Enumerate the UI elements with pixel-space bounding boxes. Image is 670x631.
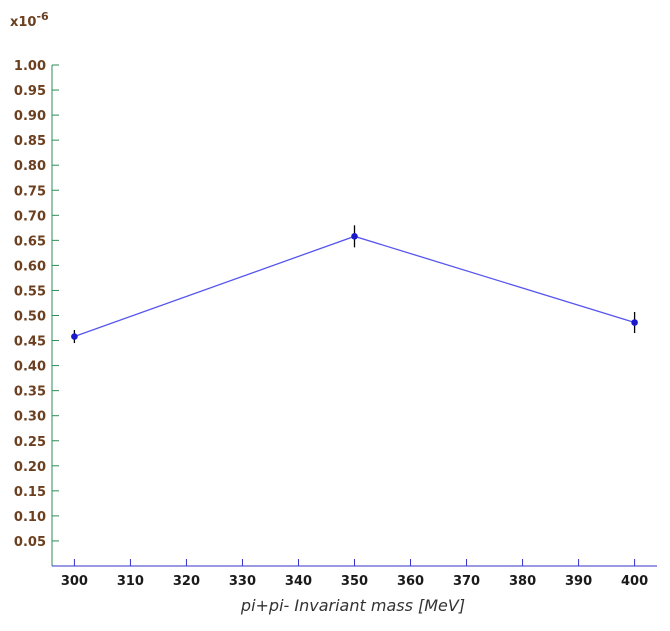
y-tick-label: 0.95 bbox=[14, 84, 46, 99]
y-tick-label: 0.70 bbox=[14, 209, 46, 224]
y-tick-label: 0.20 bbox=[14, 460, 46, 475]
data-point bbox=[631, 319, 638, 326]
y-tick-label: 0.50 bbox=[14, 310, 46, 325]
y-tick-label: 0.85 bbox=[14, 134, 46, 149]
y-tick-label: 0.60 bbox=[14, 259, 46, 274]
y-tick-label: 0.35 bbox=[14, 385, 46, 400]
y-tick-label: 0.75 bbox=[14, 184, 46, 199]
y-tick-label: 1.00 bbox=[14, 59, 46, 74]
x-tick-label: 310 bbox=[117, 574, 144, 589]
series-line bbox=[74, 235, 635, 338]
x-tick-label: 300 bbox=[61, 574, 88, 589]
y-tick-label: 0.40 bbox=[14, 360, 46, 375]
x-tick-label: 390 bbox=[565, 574, 592, 589]
y-axis: 0.05 0.10 0.15 0.20 0.25 0.30 0.35 0.40 0.45 0.50… bbox=[14, 59, 59, 566]
y-multiplier-label: x10-6 bbox=[10, 10, 49, 30]
data-point bbox=[351, 233, 358, 240]
y-tick-label: 0.80 bbox=[14, 159, 46, 174]
x-tick-label: 340 bbox=[285, 574, 312, 589]
series-group bbox=[71, 225, 638, 344]
x-axis-label: pi+pi- Invariant mass [MeV] bbox=[240, 596, 465, 615]
y-tick-label: 0.15 bbox=[14, 485, 46, 500]
x-tick-label: 380 bbox=[509, 574, 536, 589]
x-tick-label: 400 bbox=[621, 574, 648, 589]
y-tick-label: 0.65 bbox=[14, 234, 46, 249]
x-tick-label: 360 bbox=[397, 574, 424, 589]
y-tick-label: 0.05 bbox=[14, 535, 46, 550]
x-tick-label: 320 bbox=[173, 574, 200, 589]
x-tick-label: 350 bbox=[341, 574, 368, 589]
y-tick-label: 0.30 bbox=[14, 410, 46, 425]
y-tick-label: 0.45 bbox=[14, 335, 46, 350]
y-tick-label: 0.90 bbox=[14, 109, 46, 124]
y-tick-label: 0.25 bbox=[14, 435, 46, 450]
x-tick-label: 370 bbox=[453, 574, 480, 589]
y-tick-label: 0.10 bbox=[14, 510, 46, 525]
data-point bbox=[71, 333, 78, 340]
y-tick-label: 0.55 bbox=[14, 284, 46, 299]
x-tick-label: 330 bbox=[229, 574, 256, 589]
x-axis: 300 310 320 330 340 350 360 370 380 390 400 bbox=[52, 559, 657, 589]
